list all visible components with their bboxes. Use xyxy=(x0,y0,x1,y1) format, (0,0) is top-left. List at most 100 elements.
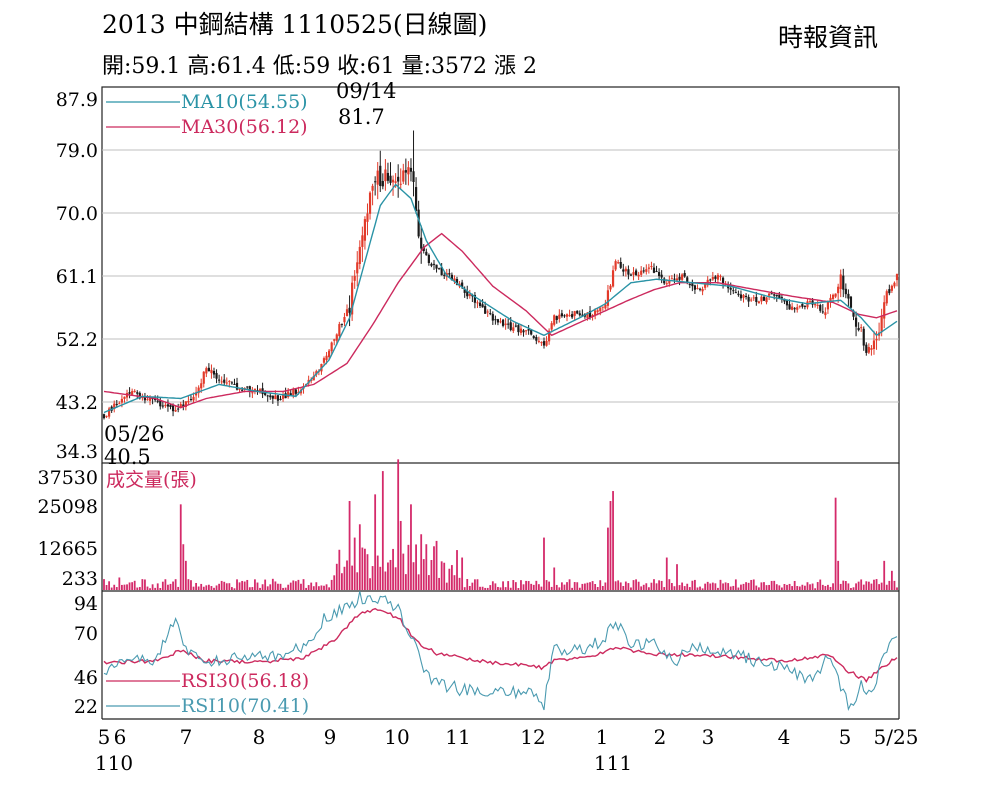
volume-bar xyxy=(665,557,668,590)
candle-body xyxy=(274,395,277,400)
volume-bar xyxy=(832,583,834,590)
candle-body xyxy=(537,340,540,342)
candle-body xyxy=(430,263,433,266)
candle-body xyxy=(397,176,400,182)
candle-body xyxy=(422,246,425,252)
candle-body xyxy=(128,392,131,394)
volume-bar xyxy=(192,586,195,590)
volume-bar xyxy=(722,583,724,590)
volume-bar xyxy=(584,583,586,590)
candle-body xyxy=(453,278,456,282)
candle-body xyxy=(264,392,267,396)
volume-bar xyxy=(399,520,402,590)
candle-body xyxy=(455,279,459,285)
candle-body xyxy=(356,262,359,274)
candle-body xyxy=(386,172,390,181)
candle-body xyxy=(658,272,661,277)
volume-bar xyxy=(494,583,497,590)
volume-bar xyxy=(576,582,579,590)
candle-body xyxy=(143,397,147,401)
price-tick-label: 70.0 xyxy=(56,203,98,225)
volume-bar xyxy=(607,527,609,590)
volume-bar xyxy=(630,587,632,590)
rsi-tick-label: 94 xyxy=(74,593,98,615)
volume-bar xyxy=(683,586,686,590)
candle-body xyxy=(225,382,228,384)
x-year-label: 110 xyxy=(95,751,133,775)
volume-bar xyxy=(688,587,691,590)
volume-bar xyxy=(146,586,149,590)
volume-bar xyxy=(136,587,139,590)
volume-bar xyxy=(658,580,660,590)
volume-bar xyxy=(294,581,297,590)
volume-bar xyxy=(156,583,159,590)
candle-body xyxy=(673,278,676,280)
volume-bar xyxy=(757,587,760,590)
candle-body xyxy=(330,342,333,352)
candle-body xyxy=(389,175,392,183)
candle-body xyxy=(509,322,512,330)
volume-bar xyxy=(681,582,684,590)
candle-body xyxy=(368,192,372,214)
candle-body xyxy=(890,285,893,291)
candle-body xyxy=(384,169,387,182)
volume-bar xyxy=(839,583,842,590)
candle-body xyxy=(780,297,783,299)
volume-bar xyxy=(164,579,167,590)
volume-bar xyxy=(476,579,479,590)
candle-body xyxy=(425,251,428,256)
volume-bar xyxy=(323,585,325,590)
volume-bar xyxy=(786,584,788,590)
volume-bar xyxy=(601,585,604,590)
volume-bar xyxy=(438,577,441,590)
candle-body xyxy=(596,310,599,312)
candle-body xyxy=(218,379,221,381)
candle-body xyxy=(798,305,801,307)
volume-bar xyxy=(617,580,620,590)
volume-bar xyxy=(228,583,231,590)
volume-bar xyxy=(880,582,883,590)
volume-bar xyxy=(463,587,466,590)
candle-body xyxy=(553,315,556,325)
candle-body xyxy=(760,296,763,302)
candle-body xyxy=(340,323,343,325)
candle-body xyxy=(542,341,546,346)
ma30-line xyxy=(103,232,898,409)
ma10-legend-label: MA10(54.55) xyxy=(181,91,308,113)
volume-bar xyxy=(624,581,627,590)
volume-bar xyxy=(381,471,384,590)
volume-bar xyxy=(586,582,589,590)
candle-body xyxy=(246,386,249,388)
x-tick-label: 1 xyxy=(596,725,609,749)
candle-body xyxy=(831,294,835,300)
candle-body xyxy=(604,304,607,309)
volume-bar xyxy=(558,587,561,590)
candle-body xyxy=(486,311,489,313)
candle-body xyxy=(210,369,213,374)
rsi30-line xyxy=(103,607,898,683)
candle-body xyxy=(721,277,725,284)
volume-bar xyxy=(351,565,354,590)
volume-bar xyxy=(353,537,356,590)
candle-body xyxy=(729,287,732,290)
volume-bar xyxy=(696,587,699,590)
candle-body xyxy=(358,246,361,265)
volume-bar xyxy=(279,583,282,590)
volume-bar xyxy=(857,581,860,590)
volume-bar xyxy=(622,585,625,590)
volume-bar xyxy=(650,582,653,590)
volume-bar xyxy=(765,585,768,590)
volume-bar xyxy=(609,501,612,590)
candle-body xyxy=(670,278,673,280)
volume-bar xyxy=(103,579,105,590)
candle-body xyxy=(895,274,899,281)
candle-body xyxy=(606,290,610,306)
candle-body xyxy=(716,274,720,280)
candle-body xyxy=(156,400,159,402)
x-tick-label: 4 xyxy=(778,725,791,749)
candle-body xyxy=(573,311,576,316)
volume-bar xyxy=(289,582,292,590)
volume-bar xyxy=(548,581,551,590)
candle-body xyxy=(824,312,827,316)
candle-body xyxy=(294,389,297,394)
